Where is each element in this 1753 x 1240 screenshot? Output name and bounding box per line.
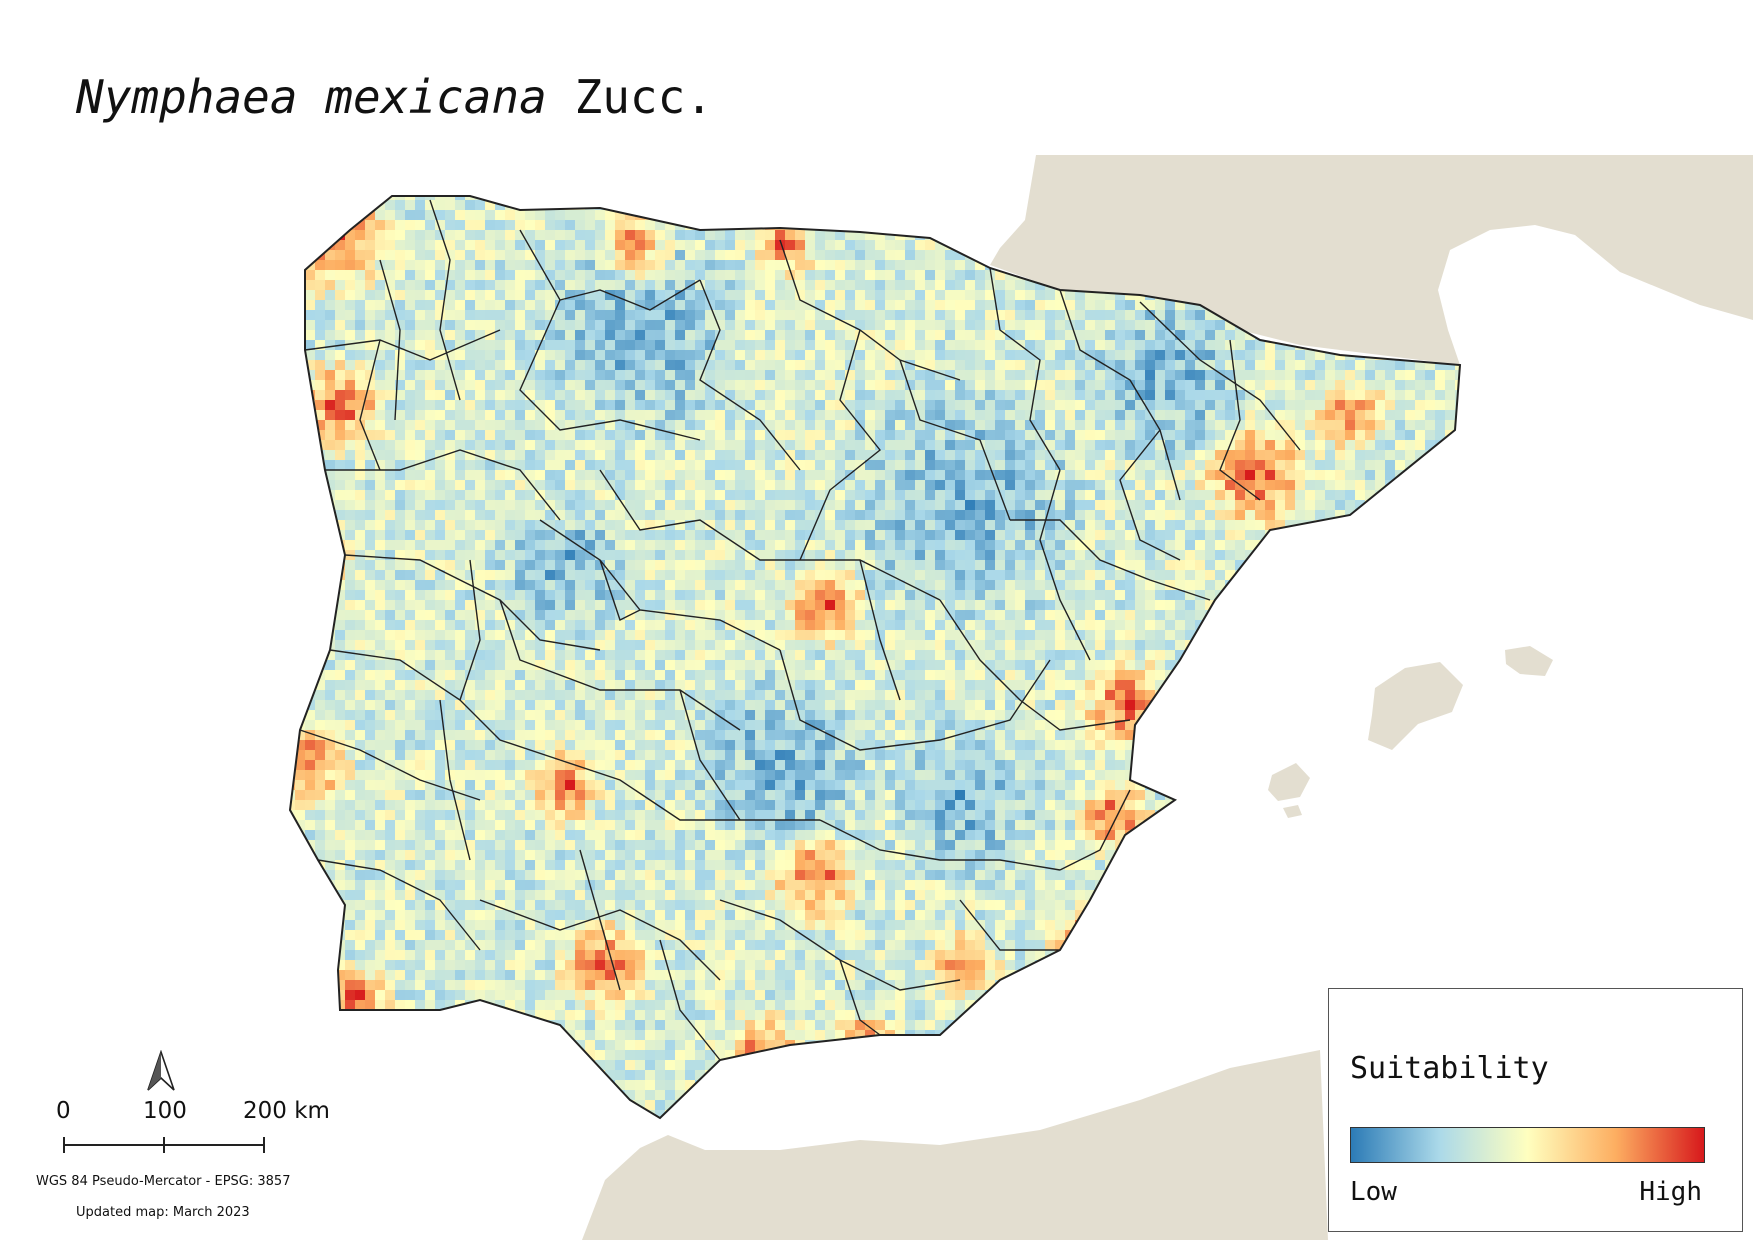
- legend-low-label: Low: [1350, 1177, 1397, 1207]
- menorca-island: [1505, 646, 1553, 676]
- north-africa-landmass: [582, 1050, 1328, 1240]
- crs-label: WGS 84 Pseudo-Mercator - EPSG: 3857: [36, 1174, 291, 1189]
- scale-tick-100: 100: [143, 1098, 187, 1124]
- scale-bar: [63, 1137, 265, 1153]
- north-arrow-icon: [147, 1050, 175, 1091]
- legend-color-ramp: [1350, 1127, 1705, 1163]
- legend-box: Suitability Low High: [1328, 988, 1743, 1232]
- species-name: Nymphaea mexicana: [76, 70, 547, 124]
- formentera-island: [1283, 805, 1302, 818]
- mallorca-island: [1368, 662, 1463, 750]
- province-boundaries: [299, 199, 1301, 1061]
- page-title: Nymphaea mexicana Zucc.: [76, 70, 713, 124]
- legend-high-label: High: [1639, 1177, 1702, 1207]
- ibiza-island: [1268, 763, 1310, 801]
- scale-tick-200: 200 km: [243, 1098, 330, 1124]
- updated-date-label: Updated map: March 2023: [76, 1205, 250, 1220]
- scale-tick-0: 0: [56, 1098, 71, 1124]
- legend-title: Suitability: [1350, 1051, 1549, 1086]
- iberia-coastline: [288, 195, 1462, 1120]
- species-author: Zucc.: [574, 70, 713, 124]
